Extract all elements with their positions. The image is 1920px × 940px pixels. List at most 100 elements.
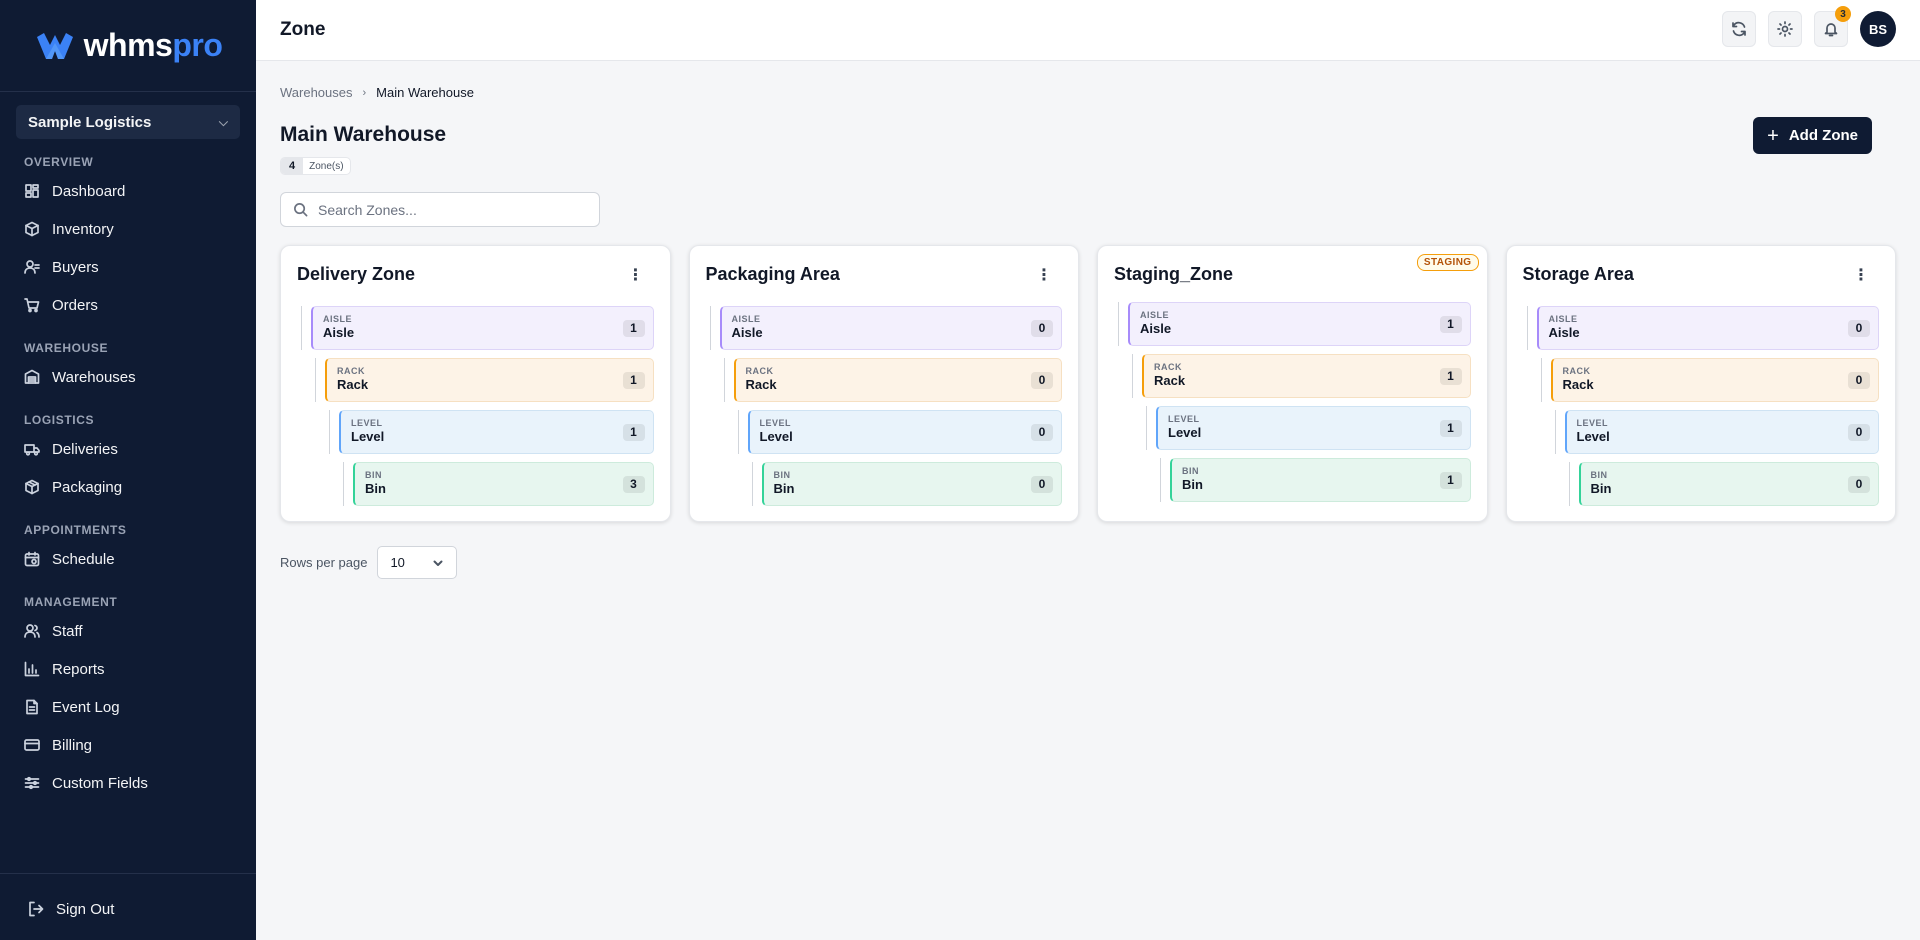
zone-count-label: Zone(s) — [309, 160, 344, 172]
cart-icon — [24, 298, 40, 313]
rack-node[interactable]: RACK Rack 0 — [1550, 358, 1879, 402]
sun-icon — [1777, 21, 1793, 37]
header-title: Zone — [280, 19, 326, 40]
sidebar-item-packaging[interactable]: Packaging — [0, 468, 256, 506]
sidebar-item-label: Deliveries — [52, 440, 118, 458]
level-node[interactable]: LEVEL Level 1 — [1156, 406, 1471, 450]
aisle-node[interactable]: AISLE Aisle 1 — [311, 306, 654, 350]
chevron-right-icon: › — [362, 86, 367, 99]
sign-out-label: Sign Out — [56, 900, 115, 918]
zone-card[interactable]: Delivery Zone ⋮ AISLE Aisle 1 RACK Rack 1 LE… — [280, 245, 671, 522]
node-count: 0 — [1031, 476, 1053, 493]
sidebar-item-inventory[interactable]: Inventory — [0, 210, 256, 248]
sidebar-item-orders[interactable]: Orders — [0, 286, 256, 324]
zone-card-title: Staging_Zone — [1114, 264, 1234, 284]
sidebar-item-dashboard[interactable]: Dashboard — [0, 172, 256, 210]
sidebar-item-warehouses[interactable]: Warehouses — [0, 358, 256, 396]
sidebar-item-event-log[interactable]: Event Log — [0, 688, 256, 726]
organization-select[interactable]: Sample Logistics ⌵ — [16, 105, 240, 139]
aisle-node[interactable]: AISLE Aisle 0 — [1536, 306, 1879, 350]
search-input[interactable] — [318, 201, 578, 218]
breadcrumb-warehouses-link[interactable]: Warehouses — [280, 85, 353, 100]
more-options-icon[interactable]: ⋮ — [627, 267, 644, 284]
search-icon — [294, 203, 308, 217]
chevron-down-icon — [433, 560, 443, 566]
zone-cards: Delivery Zone ⋮ AISLE Aisle 1 RACK Rack 1 LE… — [280, 245, 1896, 522]
refresh-button[interactable] — [1722, 11, 1756, 47]
node-count: 1 — [1439, 368, 1462, 385]
user-avatar[interactable]: BS — [1860, 11, 1896, 47]
rows-per-page-select[interactable]: 10 — [377, 546, 458, 579]
sidebar-item-label: Custom Fields — [52, 774, 148, 792]
zone-count-badge: 4 Zone(s) — [280, 157, 351, 175]
sidebar-item-deliveries[interactable]: Deliveries — [0, 430, 256, 468]
bin-node[interactable]: BIN Bin 1 — [1170, 458, 1471, 502]
brand-logo[interactable]: whmspro — [0, 0, 256, 92]
sidebar-item-label: Warehouses — [52, 368, 136, 386]
aisle-node[interactable]: AISLE Aisle 1 — [1128, 302, 1471, 346]
zone-card[interactable]: Storage Area ⋮ AISLE Aisle 0 RACK Rack 0 LEV… — [1505, 245, 1896, 522]
logout-icon — [29, 901, 44, 917]
rack-node[interactable]: RACK Rack 1 — [1142, 354, 1471, 398]
rows-per-page-value: 10 — [390, 555, 405, 570]
brand-name: whmspro — [83, 27, 223, 63]
sidebar-item-buyers[interactable]: Buyers — [0, 248, 256, 286]
breadcrumb: Warehouses › Main Warehouse — [280, 85, 474, 100]
user-icon — [24, 260, 40, 274]
sign-out-button[interactable]: Sign Out — [0, 890, 256, 928]
top-header: Zone 3 BS — [256, 0, 1920, 61]
dashboard-icon — [25, 184, 39, 198]
aisle-node[interactable]: AISLE Aisle 0 — [719, 306, 1062, 350]
zone-card[interactable]: Staging_Zone STAGING AISLE Aisle 1 RACK Rac… — [1097, 245, 1488, 522]
level-node[interactable]: LEVEL Level 0 — [1564, 410, 1879, 454]
more-options-icon[interactable]: ⋮ — [1036, 267, 1052, 284]
rack-node[interactable]: RACK Rack 0 — [733, 358, 1062, 402]
theme-toggle-button[interactable] — [1768, 11, 1802, 47]
sidebar-item-billing[interactable]: Billing — [0, 726, 256, 764]
nav-section-logistics: LOGISTICS — [24, 413, 95, 427]
organization-select-value: Sample Logistics — [28, 113, 152, 131]
rack-node[interactable]: RACK Rack 1 — [325, 358, 654, 402]
sidebar-item-custom-fields[interactable]: Custom Fields — [0, 764, 256, 802]
header-actions: 3 BS — [1722, 6, 1896, 47]
sidebar-item-label: Event Log — [52, 698, 120, 716]
node-count: 1 — [622, 424, 645, 441]
bin-node[interactable]: BIN Bin 0 — [1578, 462, 1879, 506]
node-count: 0 — [1031, 424, 1053, 441]
nav-section-overview: OVERVIEW — [24, 155, 94, 169]
sidebar-item-schedule[interactable]: Schedule — [0, 540, 256, 578]
level-node[interactable]: LEVEL Level 1 — [339, 410, 654, 454]
page-title: Main Warehouse — [280, 123, 447, 146]
more-options-icon[interactable]: ⋮ — [1853, 267, 1869, 284]
zone-card-title: Delivery Zone — [297, 264, 416, 284]
zone-card-title: Packaging Area — [705, 264, 840, 284]
node-count: 0 — [1031, 320, 1053, 337]
sidebar-item-label: Packaging — [52, 478, 123, 496]
sidebar-item-label: Orders — [52, 296, 98, 314]
sidebar-item-label: Buyers — [52, 258, 99, 276]
notifications-button[interactable]: 3 — [1814, 6, 1851, 47]
logo-icon — [36, 32, 73, 59]
users-icon — [24, 624, 40, 638]
sidebar-item-reports[interactable]: Reports — [0, 650, 256, 688]
chart-icon — [24, 661, 40, 677]
bin-node[interactable]: BIN Bin 3 — [353, 462, 654, 506]
zone-hierarchy: AISLE Aisle 0 RACK Rack 0 LEVEL Level 0 BIN Bin… — [1523, 306, 1879, 514]
bell-icon — [1824, 23, 1838, 37]
add-zone-button[interactable]: + Add Zone — [1753, 117, 1872, 154]
search-box — [280, 192, 600, 227]
node-count: 1 — [1439, 472, 1462, 489]
sidebar-item-staff[interactable]: Staff — [0, 612, 256, 650]
level-node[interactable]: LEVEL Level 0 — [747, 410, 1062, 454]
bin-node[interactable]: BIN Bin 0 — [761, 462, 1062, 506]
sidebar-item-label: Schedule — [52, 550, 115, 568]
breadcrumb-current: Main Warehouse — [376, 85, 474, 100]
rows-per-page-label: Rows per page — [280, 555, 368, 570]
node-count: 1 — [622, 320, 645, 337]
credit-card-icon — [24, 739, 40, 751]
zone-hierarchy: AISLE Aisle 1 RACK Rack 1 LEVEL Level 1 BIN Bin… — [297, 306, 654, 514]
zone-card[interactable]: Packaging Area ⋮ AISLE Aisle 0 RACK Rack 0 L… — [688, 245, 1079, 522]
truck-icon — [24, 444, 40, 456]
document-icon — [26, 699, 38, 715]
node-count: 0 — [1031, 372, 1053, 389]
